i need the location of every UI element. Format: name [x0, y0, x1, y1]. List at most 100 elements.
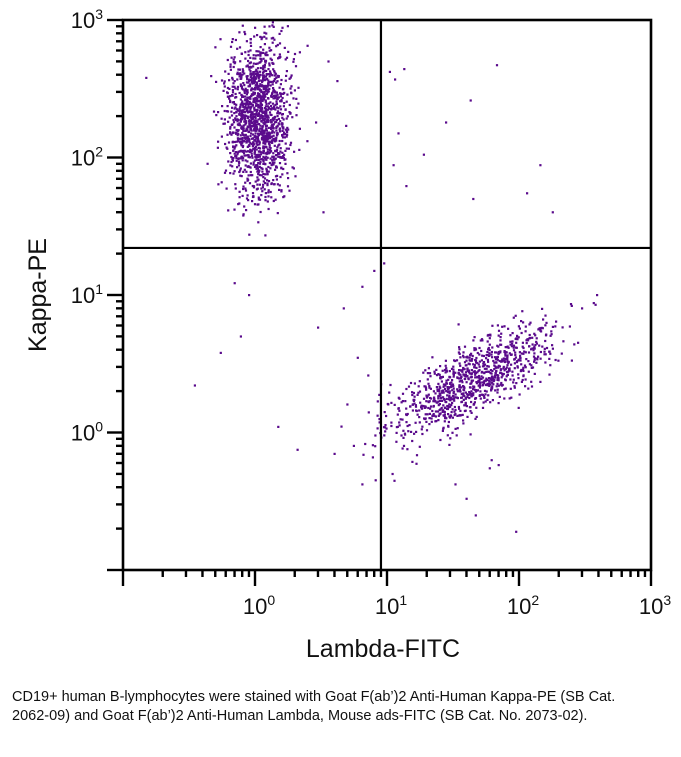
event-dot	[295, 106, 298, 109]
event-dot	[247, 50, 250, 53]
event-dot	[229, 125, 232, 129]
event-dot	[256, 62, 259, 65]
event-dot	[248, 122, 251, 125]
event-dot	[241, 131, 244, 135]
event-dot	[516, 338, 519, 341]
event-dot	[413, 402, 416, 405]
event-dot	[273, 78, 277, 81]
event-dot	[234, 117, 237, 120]
event-dot	[262, 176, 265, 179]
event-dot	[464, 375, 467, 378]
event-dot	[528, 345, 531, 348]
event-dot	[253, 148, 256, 152]
event-dot	[259, 210, 262, 214]
event-dot	[254, 124, 257, 127]
event-dot	[294, 175, 297, 178]
event-dot	[263, 79, 267, 82]
event-dot	[264, 105, 267, 108]
event-dot	[267, 97, 270, 100]
event-dot	[233, 85, 236, 88]
event-dot	[224, 169, 228, 172]
event-dot	[429, 387, 432, 390]
event-dot	[253, 86, 257, 89]
event-dot	[453, 405, 456, 409]
event-dot	[422, 404, 425, 408]
event-dot	[263, 129, 266, 132]
event-dot	[417, 391, 420, 394]
event-dot	[427, 367, 430, 370]
event-dot	[425, 394, 428, 397]
event-dot	[474, 359, 477, 362]
event-dot	[271, 107, 274, 110]
event-dot	[261, 132, 264, 135]
event-dot	[276, 112, 279, 115]
event-dot	[280, 167, 283, 170]
event-dot	[281, 116, 284, 119]
event-dot	[533, 352, 536, 355]
outlier-dot	[336, 80, 339, 83]
event-dot	[257, 134, 261, 137]
event-dot	[271, 159, 274, 162]
event-dot	[421, 432, 424, 436]
event-dot	[233, 208, 236, 211]
event-dot	[460, 386, 463, 389]
event-dot	[268, 62, 271, 65]
event-dot	[474, 417, 477, 420]
event-dot	[390, 421, 393, 424]
event-dot	[258, 88, 261, 91]
event-dot	[260, 133, 263, 136]
event-dot	[286, 126, 289, 129]
event-dot	[258, 147, 262, 150]
event-dot	[255, 129, 258, 132]
event-dot	[491, 399, 494, 402]
event-dot	[271, 74, 274, 77]
event-dot	[254, 72, 257, 75]
event-dot	[281, 136, 285, 139]
event-dot	[465, 381, 468, 384]
figure-caption: CD19+ human B-lymphocytes were stained w…	[12, 689, 616, 724]
event-dot	[496, 388, 499, 391]
event-dot	[226, 86, 229, 90]
event-dot	[517, 406, 520, 409]
event-dot	[480, 349, 483, 353]
event-dot	[223, 80, 226, 83]
event-dot	[276, 115, 279, 118]
event-dot	[437, 395, 440, 398]
event-dot	[448, 403, 451, 406]
event-dot	[266, 54, 269, 57]
event-dot	[439, 376, 442, 379]
event-dot	[275, 76, 278, 79]
event-dot	[452, 392, 455, 395]
event-dot	[273, 70, 276, 73]
event-dot	[473, 401, 476, 404]
event-dot	[444, 364, 447, 367]
event-dot	[477, 374, 480, 378]
event-dot	[228, 116, 231, 119]
event-dot	[452, 394, 455, 397]
event-dot	[243, 91, 246, 95]
event-dot	[502, 365, 505, 368]
event-dot	[255, 135, 258, 138]
event-dot	[255, 167, 258, 170]
event-dot	[237, 157, 241, 160]
event-dot	[481, 365, 485, 368]
event-dot	[443, 420, 446, 423]
event-dot	[276, 110, 280, 113]
outlier-dot	[488, 467, 491, 470]
event-dot	[265, 73, 268, 76]
event-dot	[240, 52, 243, 55]
event-dot	[497, 329, 501, 332]
event-dot	[242, 156, 245, 160]
event-dot	[451, 408, 454, 411]
event-dot	[452, 373, 455, 376]
event-dot	[256, 113, 259, 116]
event-dot	[466, 396, 469, 399]
event-dot	[452, 387, 455, 390]
event-dot	[231, 159, 234, 162]
event-dot	[284, 133, 287, 136]
event-dot	[494, 358, 498, 361]
event-dot	[249, 162, 252, 165]
event-dot	[269, 157, 272, 160]
event-dot	[477, 384, 480, 387]
event-dot	[261, 128, 264, 131]
